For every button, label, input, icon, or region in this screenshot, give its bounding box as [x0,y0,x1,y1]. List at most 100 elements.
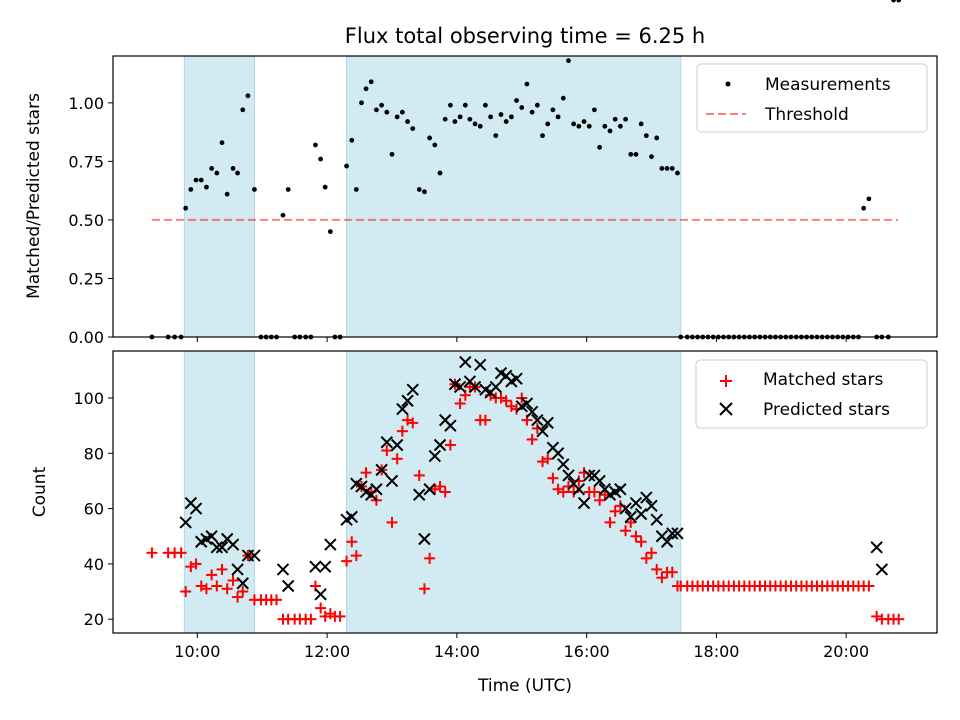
matched-star-point [315,602,327,614]
matched-star-point [547,472,559,484]
top-shade-1 [346,55,682,338]
predicted-star-point [619,502,632,515]
measurement-point [416,187,422,192]
measurement-point [240,107,246,113]
bottom-ytick-label: 80 [84,444,104,463]
matched-star-point [500,395,512,407]
matched-star-point [893,613,905,625]
matched-star-point [640,552,652,564]
measurement-point [866,196,872,202]
measurement-point [204,184,209,190]
top-ytick-label: 0.00 [68,328,104,347]
predicted-star-point [380,436,394,449]
matched-stars-points [146,378,905,625]
measurement-point [235,170,240,176]
predicted-star-point [531,413,544,427]
predicted-star-point [231,563,244,576]
measurement-point [503,119,509,124]
predicted-star-point [433,438,447,452]
predicted-star-point [666,527,679,540]
measurement-point [659,166,665,171]
predicted-star-point [593,474,606,488]
top-frame [112,55,938,338]
predicted-star-point [248,549,261,562]
matched-star-point [863,580,875,592]
measurement-point [861,205,867,211]
measurement-point [462,102,468,108]
predicted-star-point [276,563,290,576]
measurement-point [638,121,644,127]
legend-measurements-label: Measurements [765,75,891,95]
measurement-point [891,0,896,3]
measurement-point [353,187,359,192]
measurement-point [612,116,618,122]
bottom-frame [112,350,938,634]
predicted-star-point [370,483,383,496]
matched-star-point [271,594,283,606]
predicted-star-point [428,449,442,463]
measurement-point [576,123,582,129]
predicted-star-point [645,499,658,513]
predicted-star-point [640,491,653,504]
measurement-point [477,123,483,129]
matched-star-point [175,547,187,559]
matched-star-point [630,530,642,542]
bottom-y-axis-label: Count [30,466,50,517]
top-legend: Measurements Threshold [696,63,928,133]
predicted-star-point [318,560,332,573]
top-axes: 0.00 0.25 0.50 0.75 1.00 [68,55,938,347]
predicted-star-point [418,532,431,546]
predicted-star-point [345,510,358,524]
bottom-ytick-label: 20 [84,610,104,629]
measurement-point [628,151,634,157]
top-panel: 0.00 0.25 0.50 0.75 1.00 Matched/Predicted s… [24,0,938,347]
measurement-point [493,133,499,139]
legend-matched-label: Matched stars [763,370,883,390]
matched-star-point [206,569,218,581]
measurement-point [442,116,448,122]
measurement-point [643,133,649,139]
legend-predicted-marker [719,402,733,416]
matched-star-point [418,583,430,595]
predicted-star-point [236,577,249,590]
measurement-point [633,151,639,157]
predicted-star-point [390,438,404,452]
measurement-point [457,114,463,120]
predicted-star-point [489,380,503,394]
predicted-star-point [583,469,596,482]
measurement-point [508,114,514,120]
bottom-shade-1 [346,350,682,634]
measurement-point [607,128,613,134]
measurement-point [349,137,355,143]
matched-star-point [479,414,491,426]
predicted-stars-points [179,355,889,601]
bottom-ytick-label: 40 [84,555,104,574]
measurement-point [379,102,385,108]
measurement-point [592,107,597,113]
matched-star-point [625,516,637,528]
matched-star-point [526,433,538,445]
predicted-star-point [520,397,534,410]
predicted-star-point [671,527,684,540]
measurement-point [368,79,374,85]
predicted-star-point [401,394,414,407]
measurement-point [623,116,628,122]
measurement-point [649,154,654,160]
predicted-star-point [314,588,327,601]
predicted-star-point [210,541,224,554]
top-ytick-label: 1.00 [68,94,104,113]
matched-star-point [381,445,393,457]
legend-threshold-label: Threshold [764,105,849,125]
bottom-xtick-label: 14:00 [434,642,480,661]
matched-star-point [350,550,362,562]
top-ytick-label: 0.75 [68,152,104,171]
matched-star-point [227,574,239,586]
measurement-point [472,121,478,127]
measurement-point [209,166,215,171]
predicted-star-point [572,483,586,496]
matched-star-point [391,453,403,465]
legend-predicted-label: Predicted stars [763,400,890,420]
measurement-point [560,95,566,101]
measurement-point [555,114,561,120]
matched-star-point [180,586,192,598]
